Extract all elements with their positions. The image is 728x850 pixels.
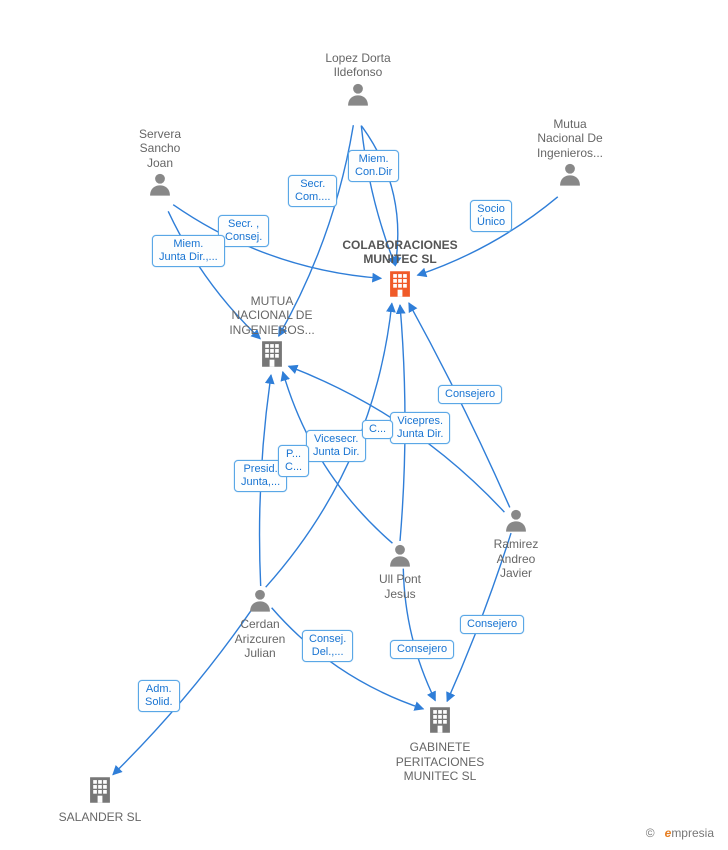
- edge-label: Consejero: [390, 640, 454, 659]
- edge-label: Vicesecr. Junta Dir.: [306, 430, 366, 462]
- edge-label: P... C...: [278, 445, 309, 477]
- node-gabinete: GABINETE PERITACIONES MUNITEC SL: [370, 703, 510, 784]
- node-label: COLABORACIONES MUNITEC SL: [330, 238, 470, 267]
- edge-label: Consejero: [438, 385, 502, 404]
- node-ramirez: Ramirez Andreo Javier: [446, 506, 586, 581]
- node-salander: SALANDER SL: [30, 773, 170, 825]
- node-lopez: Lopez Dorta Ildefonso: [288, 51, 428, 111]
- node-label: MUTUA NACIONAL DE INGENIEROS...: [202, 294, 342, 337]
- edge-label: C...: [362, 420, 393, 439]
- node-servera: Servera Sancho Joan: [90, 127, 230, 202]
- brand-rest: mpresia: [671, 826, 714, 840]
- edge-label: Consej. Del.,...: [302, 630, 353, 662]
- node-mutua_nac: MUTUA NACIONAL DE INGENIEROS...: [202, 294, 342, 375]
- node-label: GABINETE PERITACIONES MUNITEC SL: [370, 740, 510, 783]
- node-label: Ramirez Andreo Javier: [446, 537, 586, 580]
- copyright-symbol: ©: [646, 826, 655, 840]
- diagram-canvas: { "canvas": { "width": 728, "height": 85…: [0, 0, 728, 850]
- edge-label: Miem. Junta Dir.,...: [152, 235, 225, 267]
- node-label: Mutua Nacional De Ingenieros...: [500, 117, 640, 160]
- node-label: SALANDER SL: [30, 810, 170, 824]
- edge-label: Secr. , Consej.: [218, 215, 269, 247]
- edge-label: Adm. Solid.: [138, 680, 180, 712]
- edge-label: Secr. Com....: [288, 175, 337, 207]
- edge-ramirez-colab: [409, 303, 510, 508]
- node-label: Lopez Dorta Ildefonso: [288, 51, 428, 80]
- footer-credit: © empresia: [646, 826, 714, 840]
- node-label: Servera Sancho Joan: [90, 127, 230, 170]
- edge-label: Vicepres. Junta Dir.: [390, 412, 450, 444]
- edge-label: Miem. Con.Dir: [348, 150, 399, 182]
- node-colab: COLABORACIONES MUNITEC SL: [330, 238, 470, 304]
- edge-label: Consejero: [460, 615, 524, 634]
- edge-label: Socio Único: [470, 200, 512, 232]
- node-mutua_ing: Mutua Nacional De Ingenieros...: [500, 117, 640, 192]
